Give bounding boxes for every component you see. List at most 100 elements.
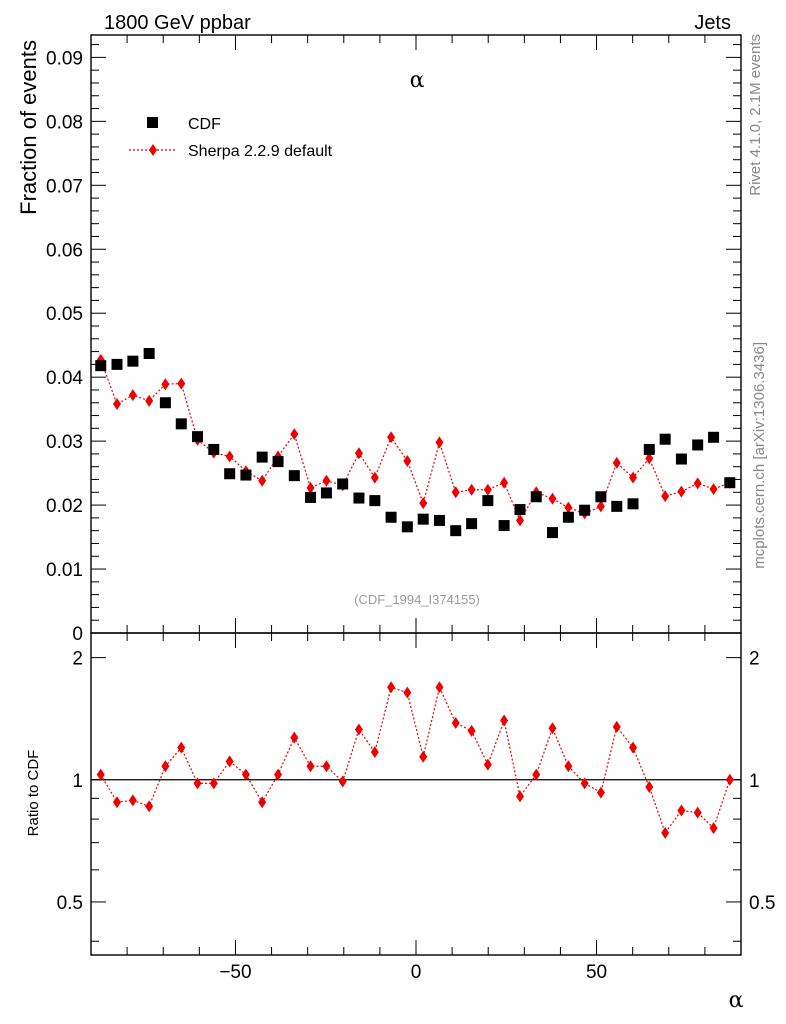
sherpa-point (403, 454, 412, 467)
ratio-point (387, 681, 396, 694)
ratio-point (532, 768, 541, 781)
ratio-y-axis-title: Ratio to CDF (25, 750, 42, 837)
sherpa-point (693, 477, 702, 490)
cdf-point (579, 504, 591, 516)
ratio-point (580, 777, 589, 790)
sherpa-point (483, 483, 492, 496)
cdf-point (514, 504, 526, 516)
main-y-tick-label: 0.09 (46, 48, 83, 69)
ratio-point (645, 780, 654, 793)
ratio-point (306, 760, 315, 773)
sherpa-point (500, 476, 509, 489)
ratio-point (113, 796, 121, 809)
cdf-point (659, 433, 671, 445)
sherpa-point (516, 514, 524, 527)
ratio-point (500, 714, 509, 727)
cdf-point (111, 358, 123, 370)
cdf-point (305, 491, 317, 503)
ratio-point (274, 768, 283, 781)
mcplots-citation-label: mcplots.cern.ch [arXiv:1306.3436] (751, 342, 768, 569)
x-tick-label: −50 (219, 962, 251, 983)
ratio-plot-panel: 0.5 0.5 1 1 2 2 −50 0 50 (57, 632, 776, 983)
cdf-series (95, 348, 736, 539)
main-plot-panel: 00.010.020.030.040.050.060.070.080.09 α … (46, 34, 742, 645)
ratio-point (145, 800, 154, 813)
ratio-point (677, 804, 686, 817)
ratio-point (629, 741, 638, 754)
cdf-point (498, 520, 510, 532)
ratio-point (564, 760, 573, 773)
sherpa-point (128, 389, 137, 402)
cdf-point (708, 431, 720, 443)
ratio-point (596, 786, 605, 799)
cdf-point (595, 491, 607, 503)
ratio-y-tick-label: 2 (72, 649, 83, 670)
x-tick-label: 50 (586, 962, 607, 983)
sherpa-point (645, 452, 654, 465)
cdf-point (208, 443, 220, 455)
sherpa-point (161, 378, 170, 391)
ratio-y-tick-labels: 0.5 0.5 1 1 2 2 (57, 649, 776, 914)
ratio-point (96, 768, 105, 781)
ratio-point (161, 760, 170, 773)
legend-sherpa-label: Sherpa 2.2.9 default (188, 143, 333, 160)
cdf-point (288, 470, 300, 482)
sherpa-point (467, 483, 476, 496)
sherpa-point (370, 471, 379, 484)
main-y-tick-label: 0 (72, 624, 83, 645)
ratio-point (709, 822, 718, 835)
cdf-point (530, 491, 542, 503)
ratio-point (516, 790, 524, 803)
main-axis-ticks (90, 35, 742, 634)
cdf-point (240, 469, 252, 481)
cdf-point (433, 514, 445, 526)
ratio-point (177, 741, 186, 754)
ratio-plot-frame (90, 632, 742, 956)
sherpa-point (354, 447, 363, 460)
ratio-y-tick-label-right: 2 (749, 649, 760, 670)
ratio-y-tick-label: 0.5 (57, 893, 83, 914)
cdf-point (466, 518, 478, 530)
cdf-point (353, 492, 365, 504)
sherpa-point (145, 394, 154, 407)
ratio-y-tick-label-right: 1 (749, 771, 760, 792)
ratio-y-tick-label-right: 0.5 (749, 893, 775, 914)
cdf-point (562, 511, 574, 523)
ratio-point (290, 731, 299, 744)
cdf-point (675, 453, 687, 465)
sherpa-point (113, 398, 121, 411)
main-y-tick-label: 0.01 (46, 560, 83, 581)
ratio-point (483, 758, 492, 771)
legend-sherpa-marker (149, 144, 157, 156)
ratio-line (100, 685, 731, 835)
cdf-point (192, 431, 204, 443)
cdf-point (272, 456, 284, 468)
main-y-tick-label: 0.05 (46, 304, 83, 325)
ratio-point (693, 806, 702, 819)
main-y-tick-label: 0.03 (46, 432, 83, 453)
sherpa-point (596, 500, 605, 513)
main-y-tick-label: 0.06 (46, 240, 83, 261)
cdf-point (337, 478, 349, 490)
sherpa-point (177, 377, 186, 390)
cdf-point (224, 468, 236, 480)
ratio-point (370, 746, 379, 759)
sherpa-point (548, 492, 557, 505)
cdf-point (692, 439, 704, 451)
x-axis-title: α (729, 988, 744, 1013)
ratio-point (322, 760, 331, 773)
sherpa-point (322, 474, 331, 487)
cdf-point (417, 513, 429, 525)
sherpa-line (100, 359, 731, 522)
ratio-point (258, 796, 267, 809)
rivet-version-label: Rivet 4.1.0, 2.1M events (747, 34, 764, 196)
sherpa-point (387, 431, 396, 444)
sherpa-point (709, 483, 718, 496)
cdf-point (159, 397, 171, 409)
sherpa-point (306, 481, 315, 494)
main-y-tick-label: 0.02 (46, 496, 83, 517)
ratio-point (209, 777, 218, 790)
legend-cdf-label: CDF (188, 116, 221, 133)
ratio-point (419, 750, 428, 763)
